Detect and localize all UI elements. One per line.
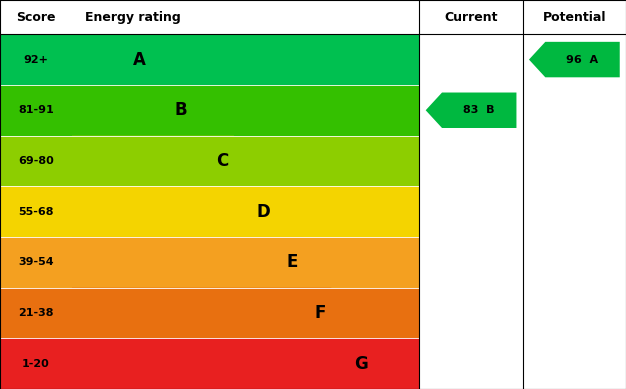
Text: 1-20: 1-20 — [22, 359, 50, 369]
Text: 39-54: 39-54 — [18, 257, 54, 267]
Bar — [0, 34, 419, 85]
Polygon shape — [72, 85, 211, 136]
Text: Energy rating: Energy rating — [85, 11, 180, 24]
Bar — [0, 338, 419, 389]
Polygon shape — [72, 34, 169, 85]
Text: 69-80: 69-80 — [18, 156, 54, 166]
Polygon shape — [72, 136, 253, 186]
Bar — [0, 186, 419, 237]
Text: 81-91: 81-91 — [18, 105, 54, 115]
Polygon shape — [426, 93, 516, 128]
Bar — [0, 287, 419, 338]
Text: C: C — [217, 152, 229, 170]
Text: 21-38: 21-38 — [18, 308, 54, 318]
Text: 83  B: 83 B — [463, 105, 495, 115]
Text: F: F — [315, 304, 326, 322]
Text: G: G — [354, 355, 368, 373]
Polygon shape — [72, 287, 350, 338]
Text: 96  A: 96 A — [567, 54, 598, 65]
Text: A: A — [133, 51, 145, 68]
Text: D: D — [257, 203, 270, 221]
Bar — [0, 136, 419, 186]
Text: B: B — [175, 101, 187, 119]
Text: 92+: 92+ — [24, 54, 48, 65]
Text: E: E — [287, 253, 299, 271]
Polygon shape — [72, 338, 392, 389]
Bar — [0, 0, 626, 34]
Text: Current: Current — [444, 11, 498, 24]
Text: 55-68: 55-68 — [18, 207, 54, 217]
Polygon shape — [529, 42, 620, 77]
Text: Score: Score — [16, 11, 56, 24]
Polygon shape — [72, 237, 322, 287]
Bar — [0, 237, 419, 287]
Text: Potential: Potential — [543, 11, 606, 24]
Bar — [0, 85, 419, 136]
Polygon shape — [72, 186, 294, 237]
